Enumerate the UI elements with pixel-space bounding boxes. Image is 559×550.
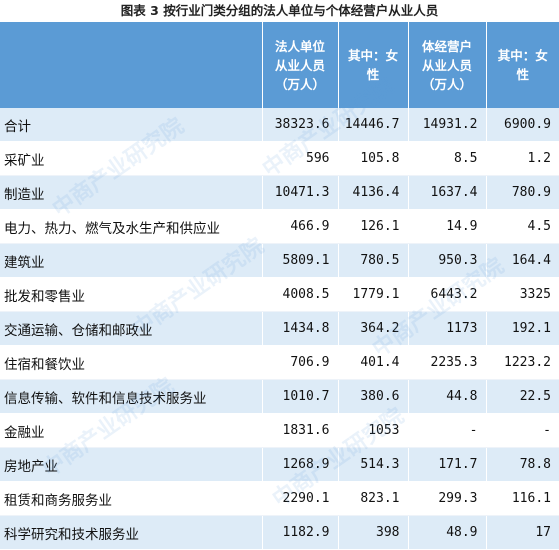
row-category: 科学研究和技术服务业 — [0, 515, 263, 550]
legal-unit-employees-value: 5809.1 — [262, 243, 339, 278]
legal-unit-employees-value: 4008.5 — [262, 277, 339, 312]
table-row: 交通运输、仓储和邮政业 1434.8 364.2 1173 192.1 — [0, 311, 559, 346]
header-line: 体经营户 — [421, 38, 472, 54]
legal-unit-employees-value: 2290.1 — [262, 481, 339, 516]
header-line: （万人） — [274, 76, 325, 92]
individual-female-value: 6900.9 — [486, 108, 559, 142]
header-line: 从业人员 — [274, 57, 325, 73]
legal-unit-female-value: 380.6 — [338, 379, 409, 414]
row-category: 住宿和餐饮业 — [0, 345, 263, 380]
individual-female-value: 780.9 — [486, 175, 559, 210]
row-category: 电力、热力、燃气及水生产和供应业 — [0, 209, 263, 244]
individual-female-value: 17 — [486, 515, 559, 550]
individual-female-value: 22.5 — [486, 379, 559, 414]
header-category — [0, 22, 263, 108]
legal-unit-female-value: 401.4 — [338, 345, 409, 380]
legal-unit-female-value: 514.3 — [338, 447, 409, 482]
individual-female-value: 3325 — [486, 277, 559, 312]
row-category: 房地产业 — [0, 447, 263, 482]
individual-employees-value: 6443.2 — [408, 277, 487, 312]
header-legal-unit-female: 其中：女 性 — [338, 22, 409, 108]
header-individual-female: 其中：女 性 — [486, 22, 559, 108]
legal-unit-female-value: 126.1 — [338, 209, 409, 244]
individual-female-value: 78.8 — [486, 447, 559, 482]
legal-unit-female-value: 1053 — [338, 413, 409, 448]
header-line: 其中：女 — [347, 48, 398, 63]
row-category: 建筑业 — [0, 243, 263, 278]
individual-female-value: 164.4 — [486, 243, 559, 278]
legal-unit-employees-value: 466.9 — [262, 209, 339, 244]
row-category: 采矿业 — [0, 141, 263, 176]
individual-employees-value: 14.9 — [408, 209, 487, 244]
table-row: 住宿和餐饮业 706.9 401.4 2235.3 1223.2 — [0, 345, 559, 380]
table-row: 制造业 10471.3 4136.4 1637.4 780.9 — [0, 175, 559, 210]
individual-female-value: 192.1 — [486, 311, 559, 346]
header-row: 法人单位 从业人员 （万人） 其中：女 性 体经营户 从业人员 （万人） 其中：… — [0, 22, 559, 108]
legal-unit-female-value: 4136.4 — [338, 175, 409, 210]
table-caption: 图表 3 按行业门类分组的法人单位与个体经营户从业人员 — [120, 3, 439, 18]
legal-unit-female-value: 14446.7 — [338, 108, 409, 142]
header-line: 性 — [516, 67, 529, 82]
table-row: 采矿业 596 105.8 8.5 1.2 — [0, 141, 559, 176]
row-category: 金融业 — [0, 413, 263, 448]
individual-employees-value: 2235.3 — [408, 345, 487, 380]
legal-unit-employees-value: 1831.6 — [262, 413, 339, 448]
employment-table: 法人单位 从业人员 （万人） 其中：女 性 体经营户 从业人员 （万人） 其中：… — [0, 22, 559, 550]
legal-unit-female-value: 823.1 — [338, 481, 409, 516]
individual-employees-value: 171.7 — [408, 447, 487, 482]
row-category: 批发和零售业 — [0, 277, 263, 312]
table-row: 合计 38323.6 14446.7 14931.2 6900.9 — [0, 108, 559, 142]
individual-female-value: 1223.2 — [486, 345, 559, 380]
table-row: 建筑业 5809.1 780.5 950.3 164.4 — [0, 243, 559, 278]
table-row: 金融业 1831.6 1053- - — [0, 413, 559, 448]
header-line: 其中：女 — [497, 48, 548, 63]
legal-unit-employees-value: 1268.9 — [262, 447, 339, 482]
individual-female-value: - — [486, 413, 559, 448]
legal-unit-employees-value: 596 — [262, 141, 339, 176]
legal-unit-female-value: 105.8 — [338, 141, 409, 176]
legal-unit-female-value: 780.5 — [338, 243, 409, 278]
row-category: 交通运输、仓储和邮政业 — [0, 311, 263, 346]
row-category: 合计 — [0, 108, 263, 142]
header-legal-unit-employees: 法人单位 从业人员 （万人） — [262, 22, 339, 108]
table-row: 信息传输、软件和信息技术服务业 1010.7 380.6 44.8 22.5 — [0, 379, 559, 414]
legal-unit-female-value: 398 — [338, 515, 409, 550]
individual-employees-value: 8.5 — [408, 141, 487, 176]
row-category: 制造业 — [0, 175, 263, 210]
individual-employees-value: 950.3 — [408, 243, 487, 278]
individual-employees-value: 48.9 — [408, 515, 487, 550]
table-row: 租赁和商务服务业 2290.1 823.1 299.3 116.1 — [0, 481, 559, 516]
legal-unit-female-value: 1779.1 — [338, 277, 409, 312]
individual-employees-value: 1637.4 — [408, 175, 487, 210]
legal-unit-employees-value: 1010.7 — [262, 379, 339, 414]
legal-unit-employees-value: 38323.6 — [262, 108, 339, 142]
row-category: 信息传输、软件和信息技术服务业 — [0, 379, 263, 414]
row-category: 租赁和商务服务业 — [0, 481, 263, 516]
table-row: 批发和零售业 4008.5 1779.1 6443.2 3325 — [0, 277, 559, 312]
legal-unit-employees-value: 1182.9 — [262, 515, 339, 550]
individual-female-value: 1.2 — [486, 141, 559, 176]
individual-female-value: 4.5 — [486, 209, 559, 244]
individual-employees-value: 14931.2 — [408, 108, 487, 142]
legal-unit-employees-value: 1434.8 — [262, 311, 339, 346]
table-row: 电力、热力、燃气及水生产和供应业 466.9 126.1 14.9 4.5 — [0, 209, 559, 244]
header-line: （万人） — [421, 76, 472, 92]
header-line: 从业人员 — [421, 57, 472, 73]
individual-employees-value: - — [408, 413, 487, 448]
individual-employees-value: 44.8 — [408, 379, 487, 414]
legal-unit-employees-value: 706.9 — [262, 345, 339, 380]
table-row: 科学研究和技术服务业 1182.9 398 48.9 17 — [0, 515, 559, 550]
header-individual-employees: 体经营户 从业人员 （万人） — [408, 22, 487, 108]
legal-unit-employees-value: 10471.3 — [262, 175, 339, 210]
individual-employees-value: 1173 — [408, 311, 487, 346]
table-row: 房地产业 1268.9 514.3 171.7 78.8 — [0, 447, 559, 482]
individual-employees-value: 299.3 — [408, 481, 487, 516]
header-line: 性 — [366, 67, 380, 82]
legal-unit-female-value: 364.2 — [338, 311, 409, 346]
individual-female-value: 116.1 — [486, 481, 559, 516]
header-line: 法人单位 — [274, 38, 325, 54]
